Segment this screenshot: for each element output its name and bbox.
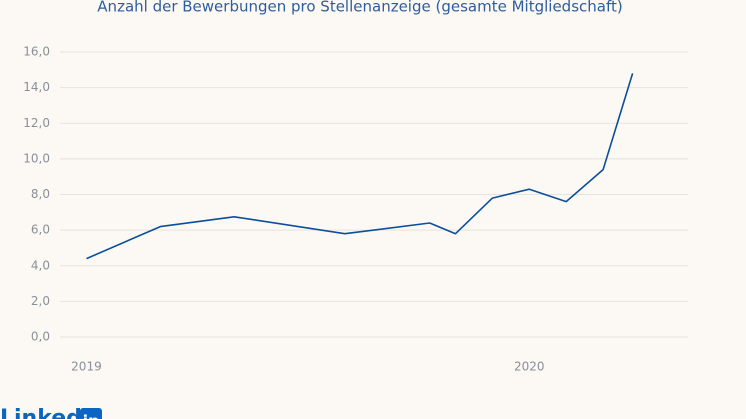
logo-text: Linked — [0, 406, 82, 419]
logo-badge — [80, 408, 102, 419]
data-line — [86, 73, 634, 260]
chart-title: Anzahl der Bewerbungen pro Stellenanzeig… — [97, 0, 622, 16]
x-tick-label: 2019 — [71, 360, 102, 374]
y-tick-label: 4,0 — [31, 258, 50, 272]
y-tick-label: 14,0 — [23, 80, 50, 94]
y-tick-label: 12,0 — [23, 116, 50, 130]
y-tick-label: 2,0 — [31, 294, 50, 308]
y-tick-label: 0,0 — [31, 330, 50, 344]
logo-badge-text: in — [83, 412, 100, 419]
y-tick-label: 16,0 — [23, 45, 50, 59]
x-tick-label: 2020 — [514, 360, 545, 374]
y-tick-label: 10,0 — [23, 151, 50, 165]
y-tick-label: 8,0 — [31, 187, 50, 201]
y-tick-label: 6,0 — [31, 223, 50, 237]
